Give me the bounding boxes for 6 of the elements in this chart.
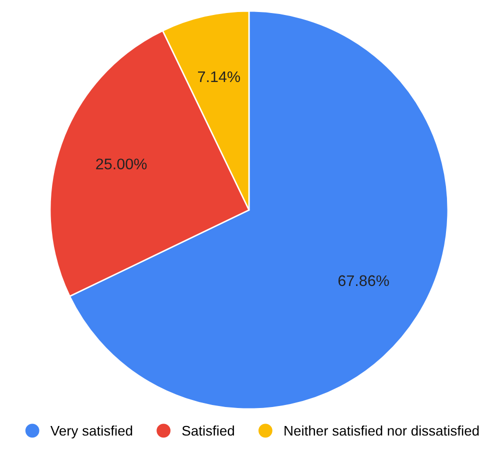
legend-label: Neither satisfied nor dissatisfied — [284, 425, 479, 436]
data-label: 25.00% — [96, 158, 147, 170]
data-label: 7.14% — [198, 71, 240, 82]
legend-label: Satisfied — [182, 425, 234, 436]
legend-label: Very satisfied — [50, 425, 132, 438]
data-label: 67.86% — [338, 275, 389, 286]
